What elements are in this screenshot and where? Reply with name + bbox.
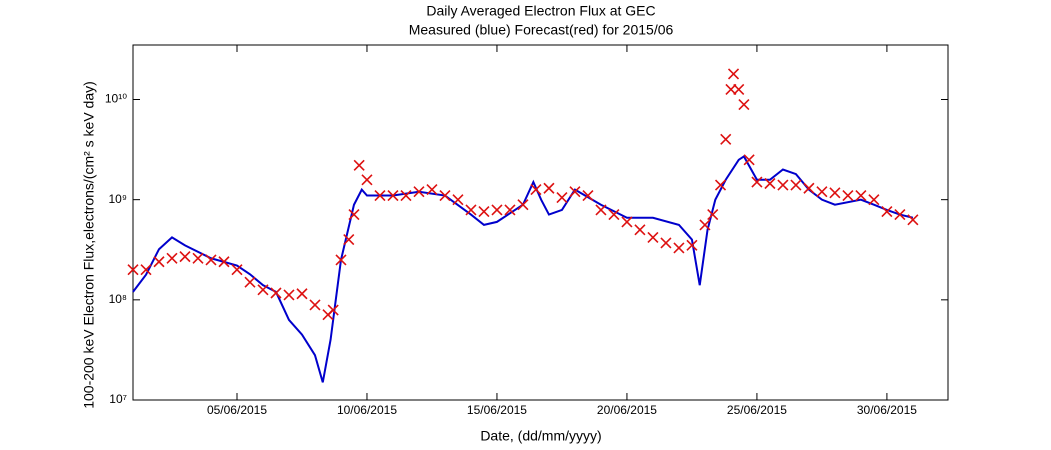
forecast-marker: [881, 206, 893, 218]
forecast-marker: [595, 204, 607, 216]
forecast-marker: [257, 284, 269, 296]
forecast-marker: [855, 189, 867, 202]
forecast-marker: [714, 179, 727, 191]
forecast-marker: [452, 194, 464, 206]
forecast-marker: [465, 204, 477, 216]
forecast-marker: [582, 189, 594, 202]
forecast-marker: [816, 186, 828, 198]
x-tick-label: 20/06/2015: [597, 403, 657, 417]
forecast-marker: [894, 208, 906, 221]
x-tick-label: 30/06/2015: [857, 403, 917, 417]
forecast-marker: [353, 159, 365, 171]
forecast-marker: [725, 83, 737, 96]
forecast-marker: [707, 208, 719, 221]
forecast-marker: [426, 184, 438, 196]
forecast-marker: [907, 214, 919, 226]
x-tick-label: 25/06/2015: [727, 403, 787, 417]
forecast-marker: [608, 208, 620, 221]
forecast-marker: [556, 191, 568, 204]
forecast-marker: [720, 133, 732, 145]
forecast-marker: [413, 186, 425, 198]
chart-subtitle: Measured (blue) Forecast(red) for 2015/0…: [409, 22, 674, 38]
forecast-marker: [244, 276, 256, 288]
forecast-marker: [699, 219, 711, 231]
forecast-marker: [192, 252, 204, 264]
forecast-marker: [283, 289, 295, 301]
forecast-marker: [660, 237, 672, 249]
forecast-marker: [179, 251, 191, 263]
forecast-marker: [743, 154, 755, 166]
forecast-marker: [166, 252, 178, 264]
forecast-marker: [727, 68, 740, 80]
forecast-marker: [327, 304, 339, 316]
forecast-marker: [374, 189, 386, 202]
forecast-marker: [270, 287, 282, 299]
forecast-marker: [803, 182, 815, 194]
forecast-marker: [790, 179, 802, 191]
forecast-marker: [829, 187, 841, 199]
forecast-marker: [205, 254, 217, 266]
forecast-marker: [504, 204, 516, 216]
forecast-marker: [634, 224, 646, 236]
forecast-marker: [673, 242, 685, 254]
forecast-marker: [621, 216, 633, 228]
x-axis-label: Date, (dd/mm/yyyy): [480, 428, 601, 444]
forecast-marker: [647, 231, 659, 243]
forecast-marker: [842, 189, 854, 202]
forecast-marker: [361, 174, 373, 186]
y-tick-label: 10⁸: [109, 292, 127, 306]
y-tick-label: 10⁹: [109, 192, 128, 206]
forecast-marker: [517, 199, 529, 211]
x-tick-label: 05/06/2015: [207, 403, 267, 417]
y-tick-label: 10¹⁰: [105, 92, 127, 106]
forecast-marker: [569, 186, 581, 198]
forecast-marker: [387, 189, 399, 202]
forecast-marker: [127, 264, 139, 276]
forecast-marker: [491, 204, 503, 216]
forecast-marker: [296, 288, 308, 300]
forecast-marker: [140, 264, 152, 276]
forecast-marker: [777, 179, 789, 191]
forecast-marker: [686, 239, 698, 251]
forecast-marker: [439, 189, 451, 202]
x-tick-label: 10/06/2015: [337, 403, 397, 417]
forecast-marker: [153, 256, 165, 268]
forecast-marker: [764, 177, 776, 190]
chart-title: Daily Averaged Electron Flux at GEC: [426, 3, 655, 19]
forecast-marker: [543, 182, 555, 194]
x-tick-label: 15/06/2015: [467, 403, 527, 417]
forecast-marker: [868, 194, 880, 206]
forecast-marker: [738, 99, 750, 111]
y-axis-label: 100-200 keV Electron Flux,electrons/(cm²…: [81, 81, 97, 409]
forecast-marker: [478, 206, 490, 218]
forecast-marker: [348, 208, 360, 221]
forecast-marker: [343, 233, 355, 246]
forecast-marker: [400, 189, 412, 202]
forecast-marker: [218, 256, 230, 268]
plot-frame: [132, 44, 949, 401]
forecast-marker: [309, 299, 321, 311]
forecast-marker: [335, 254, 347, 266]
forecast-marker: [733, 83, 745, 96]
forecast-marker: [231, 264, 243, 276]
forecast-marker: [751, 176, 763, 188]
y-tick-label: 10⁷: [109, 392, 127, 406]
forecast-marker: [530, 184, 542, 196]
